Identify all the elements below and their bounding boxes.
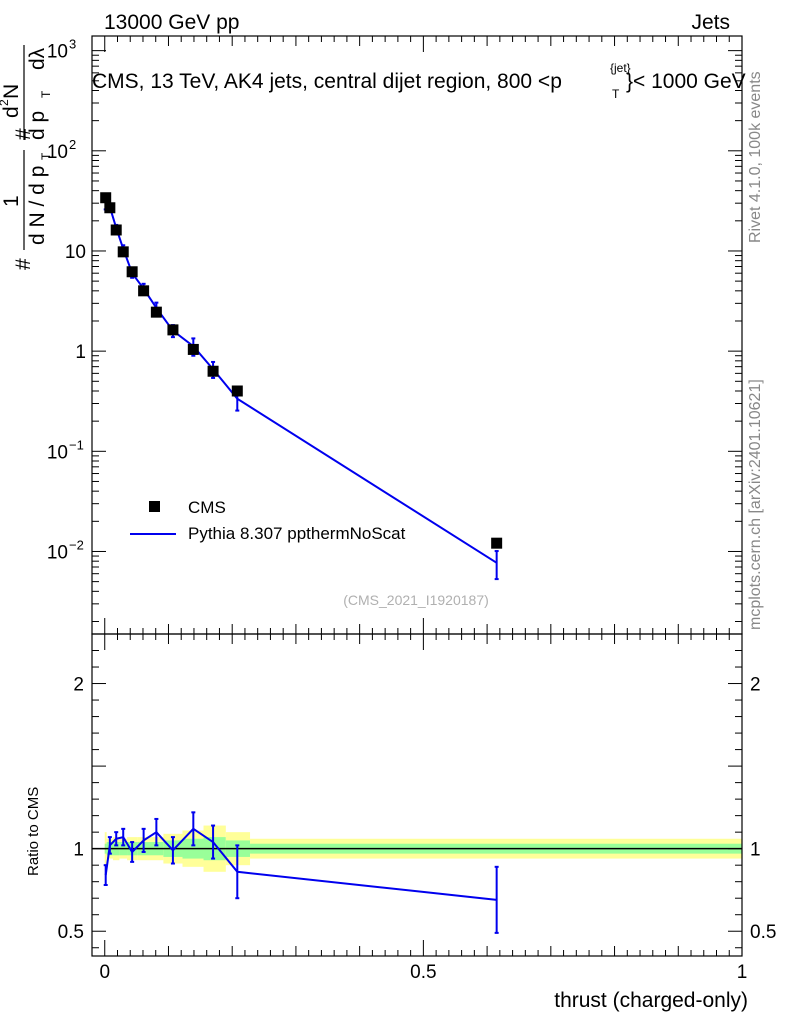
main-y-tick-label: 10	[47, 142, 68, 163]
ratio-y-tick-label-right: 1	[750, 840, 761, 861]
beam-label: 13000 GeV pp	[104, 11, 239, 34]
main-frame	[91, 35, 743, 635]
watermark: (CMS_2021_I1920187)	[343, 592, 489, 608]
data-point	[167, 324, 179, 336]
main-y-tick-exponent: 2	[69, 137, 76, 152]
data-point	[104, 202, 116, 214]
title-sub: T	[612, 87, 620, 101]
data-point	[150, 306, 162, 318]
title-main: CMS, 13 TeV, AK4 jets, central dijet reg…	[92, 70, 562, 93]
ylabel-dN-dp-sub: T	[39, 152, 53, 160]
data-point	[231, 385, 243, 397]
main-y-tick-exponent: 3	[69, 37, 76, 52]
data-point	[117, 246, 129, 258]
ratio-y-tick-label: 1	[73, 840, 84, 861]
data-point	[491, 537, 503, 549]
ylabel-dlambda: dλ	[26, 47, 49, 70]
mc-line	[105, 203, 498, 564]
ylabel-N: N	[0, 84, 23, 99]
ratio-mc-line	[104, 827, 497, 901]
title-sup: {jet}	[610, 61, 631, 75]
main-y-tick-label: 10	[65, 242, 86, 263]
ylabel-d-sup: 2	[0, 99, 11, 106]
x-tick-label: 1	[737, 962, 748, 983]
data-point	[207, 365, 219, 377]
ylabel-one: 1	[0, 195, 23, 207]
data-point	[138, 285, 150, 297]
ratio-y-tick-label: 2	[73, 675, 84, 696]
legend-data-marker	[149, 501, 160, 512]
ratio-marks	[92, 811, 742, 934]
ylabel-d: d	[0, 106, 23, 118]
data-point	[187, 343, 199, 355]
plot-title: CMS, 13 TeV, AK4 jets, central dijet reg…	[92, 70, 562, 93]
legend-mc-label: Pythia 8.307 ppthermNoScat	[188, 524, 406, 543]
ylabel-dp: d p	[26, 111, 49, 140]
main-y-tick-label: 10	[47, 542, 68, 563]
main-marks	[100, 192, 503, 581]
x-axis-label: thrust (charged-only)	[554, 989, 748, 1012]
main-y-tick-label: 10	[47, 442, 68, 463]
main-y-tick-exponent: −1	[69, 437, 84, 452]
title-end: }< 1000 GeV	[626, 70, 746, 93]
mcplots-label: mcplots.cern.ch [arXiv:2401.10621]	[747, 379, 764, 630]
ratio-y-tick-label-right: 2	[750, 675, 761, 696]
ylabel-hash: #	[12, 258, 35, 270]
main-y-tick-label: 1	[75, 342, 86, 363]
ylabel-dp-sub: T	[39, 90, 53, 98]
category-label: Jets	[691, 11, 730, 34]
ratio-y-tick-label-right: 0.5	[750, 922, 776, 943]
x-tick-label: 0.5	[410, 962, 436, 983]
ratio-frame	[91, 633, 743, 957]
ylabel-dN-dp: d N / d p	[26, 166, 49, 245]
main-y-tick-exponent: −2	[69, 537, 84, 552]
rivet-label: Rivet 4.1.0, 100k events	[747, 71, 764, 243]
main-ylabel: # d N / d p T 1 # d p T dλ d 2 N	[0, 45, 53, 270]
main-y-tick-label: 10	[47, 42, 68, 63]
legend: CMS Pythia 8.307 ppthermNoScat	[130, 498, 406, 543]
ratio-ylabel: Ratio to CMS	[25, 787, 42, 876]
ratio-y-tick-label: 0.5	[58, 922, 84, 943]
x-tick-label: 0	[99, 962, 110, 983]
data-point	[110, 224, 122, 236]
data-point	[126, 266, 138, 278]
legend-data-label: CMS	[188, 498, 226, 517]
data-point	[100, 192, 112, 204]
axes-frames	[91, 35, 743, 957]
